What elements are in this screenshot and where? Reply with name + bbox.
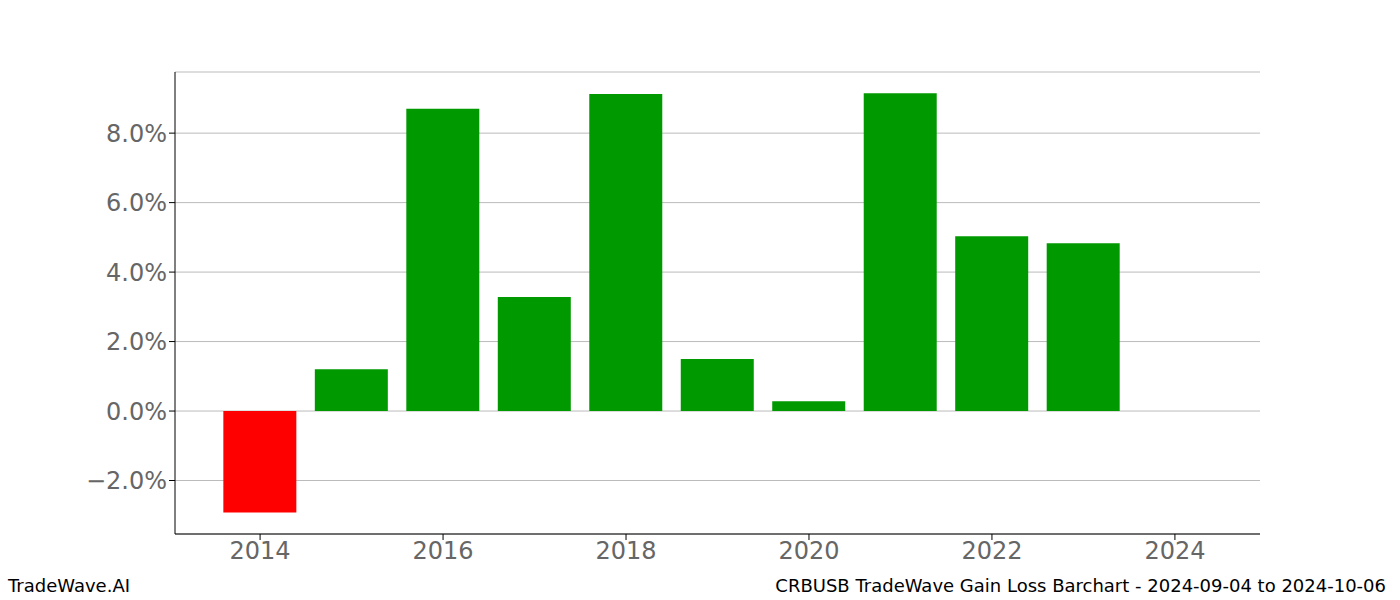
html-text:CRBUSB TradeWave Gain Loss Bar: CRBUSB TradeWave Gain Loss Barchart - 20… — [775, 575, 1386, 596]
svg-text:6.0%: 6.0% — [106, 189, 167, 217]
svg-text:2.0%: 2.0% — [106, 328, 167, 356]
svg-text:8.0%: 8.0% — [106, 120, 167, 148]
svg-text:2014: 2014 — [230, 537, 291, 565]
svg-text:4.0%: 4.0% — [106, 259, 167, 287]
svg-text:2024: 2024 — [1144, 537, 1205, 565]
svg-text:2018: 2018 — [595, 537, 656, 565]
svg-text:0.0%: 0.0% — [106, 398, 167, 426]
svg-text:−2.0%: −2.0% — [86, 467, 167, 495]
html-text:TradeWave.AI: TradeWave.AI — [8, 575, 130, 596]
svg-text:2016: 2016 — [413, 537, 474, 565]
svg-text:2020: 2020 — [778, 537, 839, 565]
svg-text:2022: 2022 — [961, 537, 1022, 565]
